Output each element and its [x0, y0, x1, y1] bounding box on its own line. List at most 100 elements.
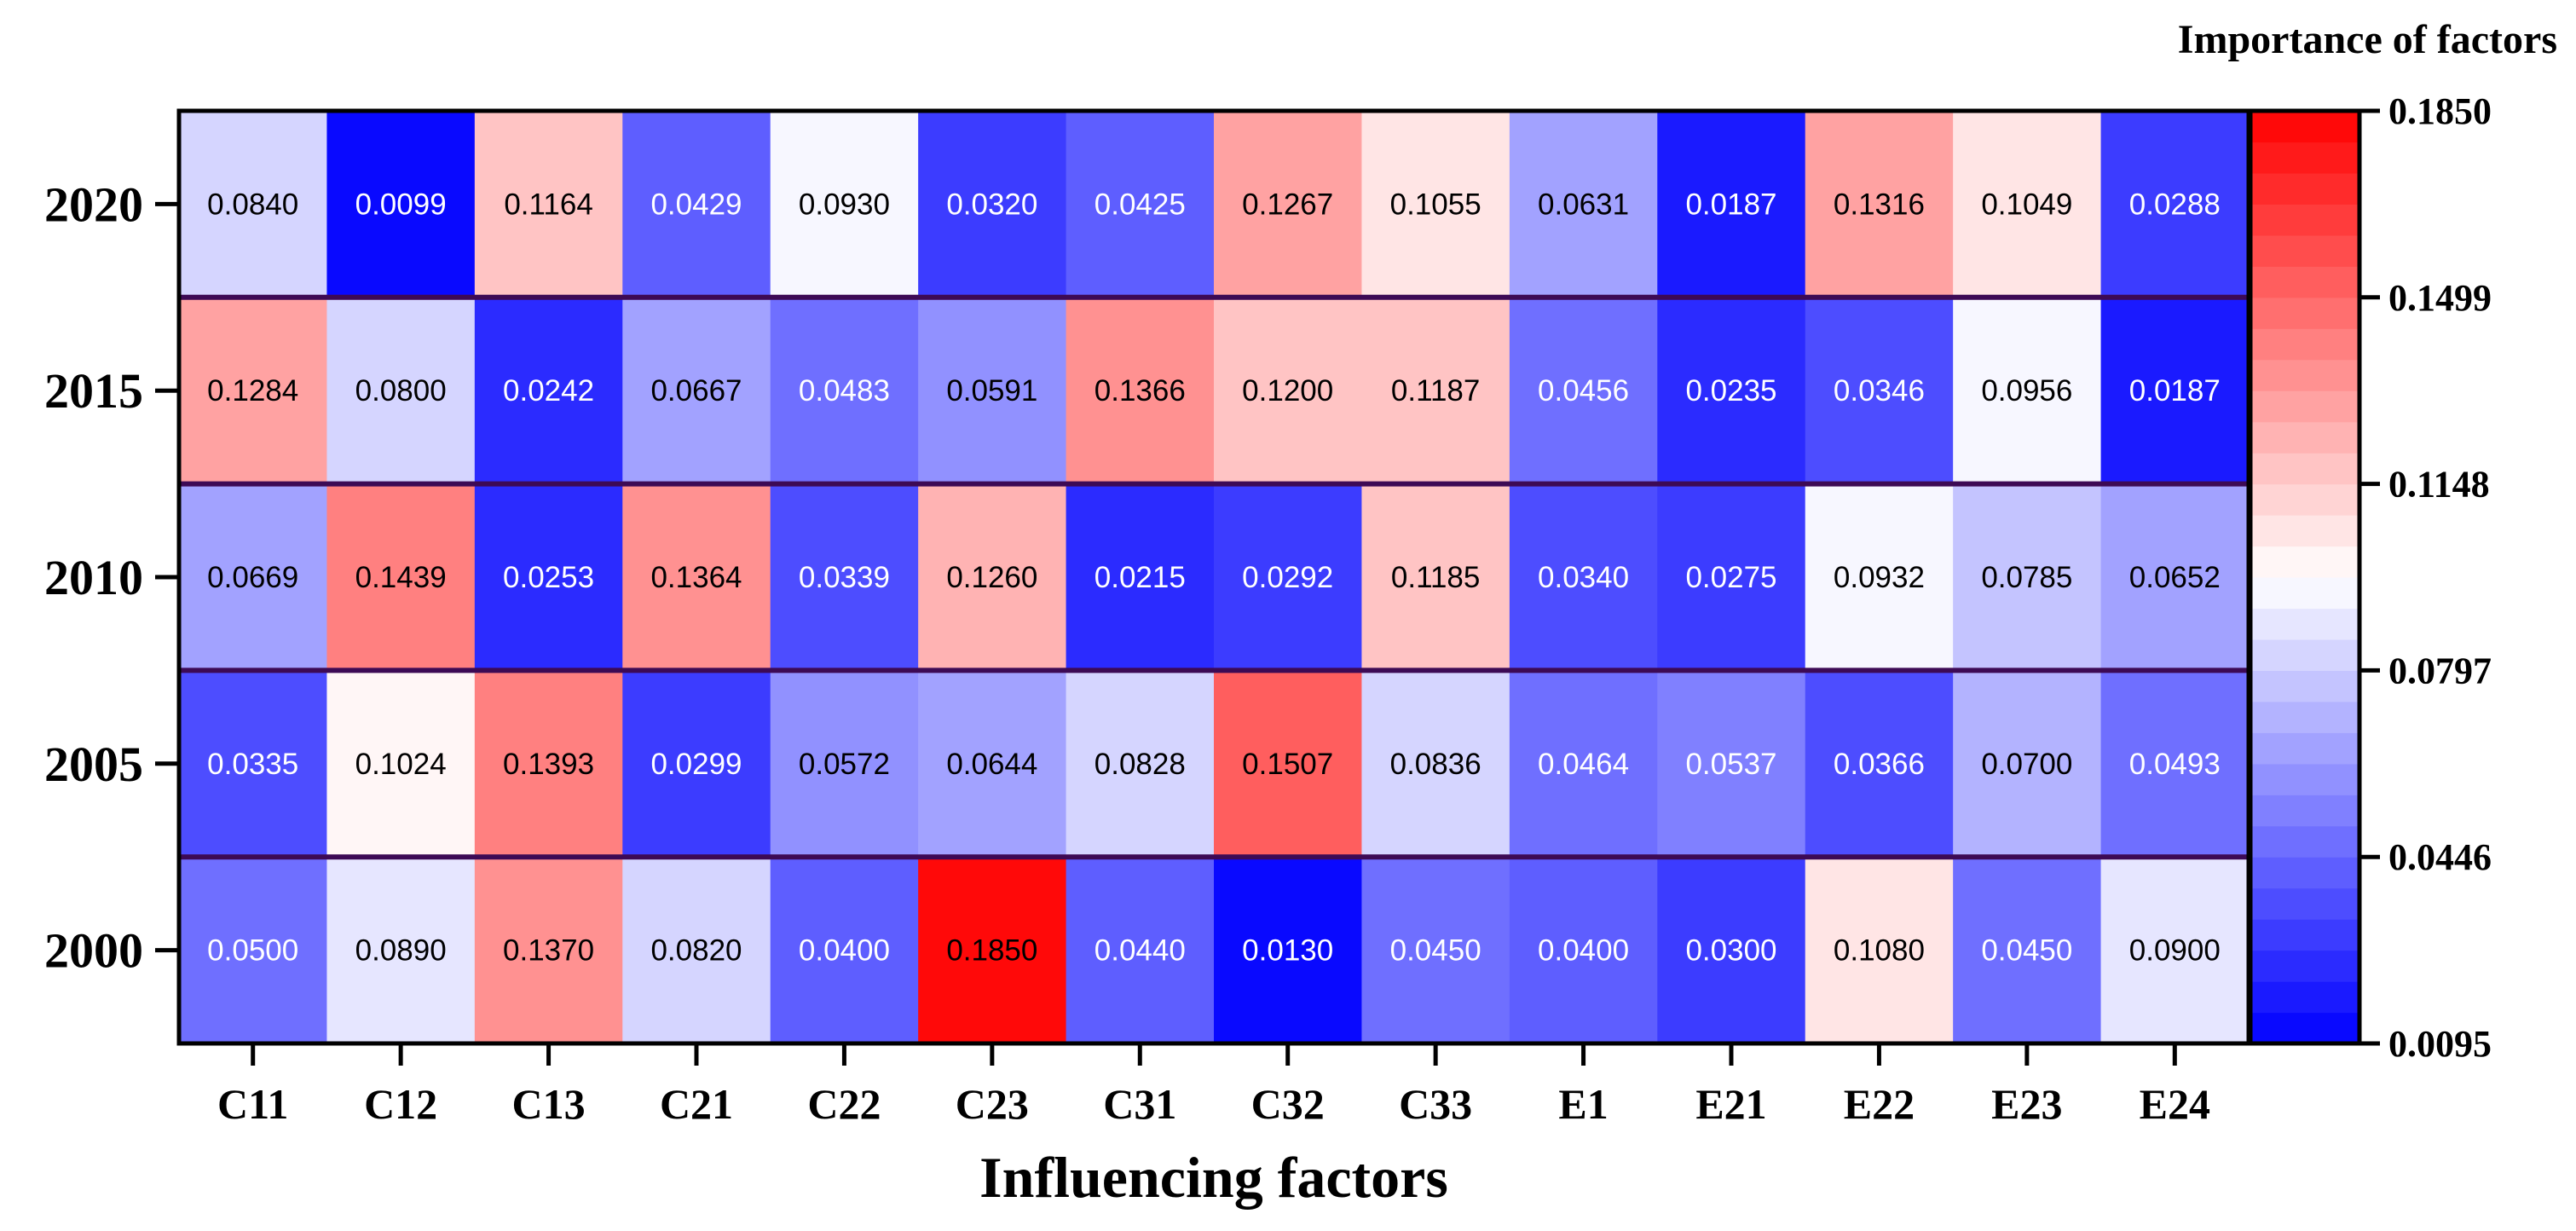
x-tick-label: E1 — [1558, 1080, 1608, 1128]
heatmap-cell — [1805, 111, 1954, 298]
colorbar-segment — [2250, 234, 2359, 267]
colorbar-segment — [2250, 421, 2359, 454]
x-tick-label: C11 — [217, 1080, 288, 1128]
heatmap-cell — [770, 670, 919, 858]
heatmap-cell — [1066, 857, 1215, 1044]
cell-value-label: 0.0275 — [1685, 561, 1776, 594]
cell-value-label: 0.0537 — [1685, 748, 1776, 781]
cell-value-label: 0.0242 — [503, 374, 594, 407]
colorbar-segment — [2250, 515, 2359, 547]
colorbar-segment — [2250, 795, 2359, 827]
x-tick-label: E24 — [2140, 1080, 2210, 1128]
cell-value-label: 0.0339 — [799, 561, 890, 594]
row-separators — [179, 294, 2249, 860]
cell-value-label: 0.0667 — [650, 374, 742, 407]
cell-value-label: 0.0456 — [1538, 374, 1629, 407]
colorbar-tick-label: 0.0797 — [2388, 650, 2492, 691]
cell-value-label: 0.0299 — [650, 748, 742, 781]
heatmap-cell — [1361, 297, 1510, 485]
heatmap-cell — [179, 297, 328, 485]
colorbar-tick-label: 0.1148 — [2388, 464, 2490, 506]
cell-value-label: 0.1267 — [1242, 188, 1333, 221]
heatmap-cell — [1214, 111, 1363, 298]
heatmap-cell — [622, 670, 771, 858]
heatmap-cell — [1214, 297, 1363, 485]
cell-value-label: 0.1393 — [503, 748, 594, 781]
heatmap-cell — [1361, 670, 1510, 858]
colorbar-segment — [2250, 453, 2359, 485]
cell-value-label: 0.0956 — [1981, 374, 2072, 407]
colorbar-segment — [2250, 577, 2359, 610]
heatmap-cell — [326, 483, 476, 671]
heatmap-cell — [179, 483, 328, 671]
colorbar-segment — [2250, 546, 2359, 578]
x-tick-label: C23 — [956, 1080, 1029, 1128]
heatmap-cell — [1953, 297, 2102, 485]
heatmap-cell — [326, 670, 476, 858]
colorbar-segment — [2250, 111, 2359, 143]
colorbar-segment — [2250, 142, 2359, 174]
heatmap-cell — [1361, 483, 1510, 671]
cell-value-label: 0.0292 — [1242, 561, 1333, 594]
heatmap-cell — [326, 297, 476, 485]
heatmap-cell — [1657, 857, 1806, 1044]
heatmap-cell — [326, 111, 476, 298]
cell-value-label: 0.0644 — [946, 748, 1037, 781]
heatmap-cell — [1657, 483, 1806, 671]
heatmap-cell — [1509, 857, 1658, 1044]
y-tick-label: 2000 — [44, 923, 143, 979]
heatmap-cell — [1953, 111, 2102, 298]
cell-value-label: 0.1187 — [1391, 374, 1480, 407]
heatmap-cell — [1805, 670, 1954, 858]
colorbar-segment — [2250, 608, 2359, 640]
cell-value-label: 0.0253 — [503, 561, 594, 594]
cell-value-label: 0.0320 — [946, 188, 1037, 221]
x-tick-label: C33 — [1399, 1080, 1472, 1128]
cell-value-label: 0.0340 — [1538, 561, 1629, 594]
colorbar-segment — [2250, 297, 2359, 329]
heatmap-cell — [770, 483, 919, 671]
colorbar-segment — [2250, 639, 2359, 671]
heatmap-cell — [918, 111, 1067, 298]
heatmap-cell — [474, 670, 623, 858]
cell-value-label: 0.0591 — [946, 374, 1037, 407]
cell-value-label: 0.1316 — [1834, 188, 1925, 221]
cell-value-label: 0.0366 — [1834, 748, 1925, 781]
colorbar-segment — [2250, 887, 2359, 920]
colorbar-segment — [2250, 732, 2359, 765]
heatmap-cell — [2100, 297, 2250, 485]
cell-value-label: 0.0235 — [1685, 374, 1776, 407]
heatmap-cell — [2100, 857, 2250, 1044]
colorbar-segment — [2250, 825, 2359, 858]
cell-value-label: 0.0400 — [1538, 934, 1629, 968]
cell-value-label: 0.0652 — [2129, 561, 2221, 594]
cell-value-label: 0.0890 — [355, 934, 447, 968]
y-axis: 2020 2015 2010 2005 2000 — [44, 176, 179, 979]
x-tick-label: E22 — [1844, 1080, 1915, 1128]
cell-value-label: 0.0335 — [207, 748, 298, 781]
heatmap-cell — [2100, 483, 2250, 671]
cell-value-label: 0.0346 — [1834, 374, 1925, 407]
cell-value-label: 0.0631 — [1538, 188, 1629, 221]
heatmap-cell — [2100, 670, 2250, 858]
cell-value-label: 0.1439 — [355, 561, 447, 594]
heatmap-cell — [1509, 670, 1658, 858]
heatmap-cell — [1509, 483, 1658, 671]
y-tick-label: 2020 — [44, 176, 143, 232]
colorbar-segment — [2250, 857, 2359, 889]
heatmap-cell-labels: 0.0840 0.0099 0.1164 0.0429 0.0930 0.0320 0.04… — [207, 188, 2221, 967]
heatmap-cell — [622, 111, 771, 298]
colorbar-segment — [2250, 390, 2359, 423]
cell-value-label: 0.0464 — [1538, 748, 1629, 781]
heatmap-cell — [1657, 670, 1806, 858]
heatmap-cell — [1214, 483, 1363, 671]
heatmap-cell — [1805, 483, 1954, 671]
heatmap-cell — [179, 857, 328, 1044]
cell-value-label: 0.1364 — [650, 561, 742, 594]
heatmap-cell — [474, 857, 623, 1044]
x-tick-label: C21 — [660, 1080, 733, 1128]
heatmap-cell — [1657, 111, 1806, 298]
x-axis-title: Influencing factors — [979, 1145, 1448, 1210]
colorbar-segment — [2250, 328, 2359, 361]
